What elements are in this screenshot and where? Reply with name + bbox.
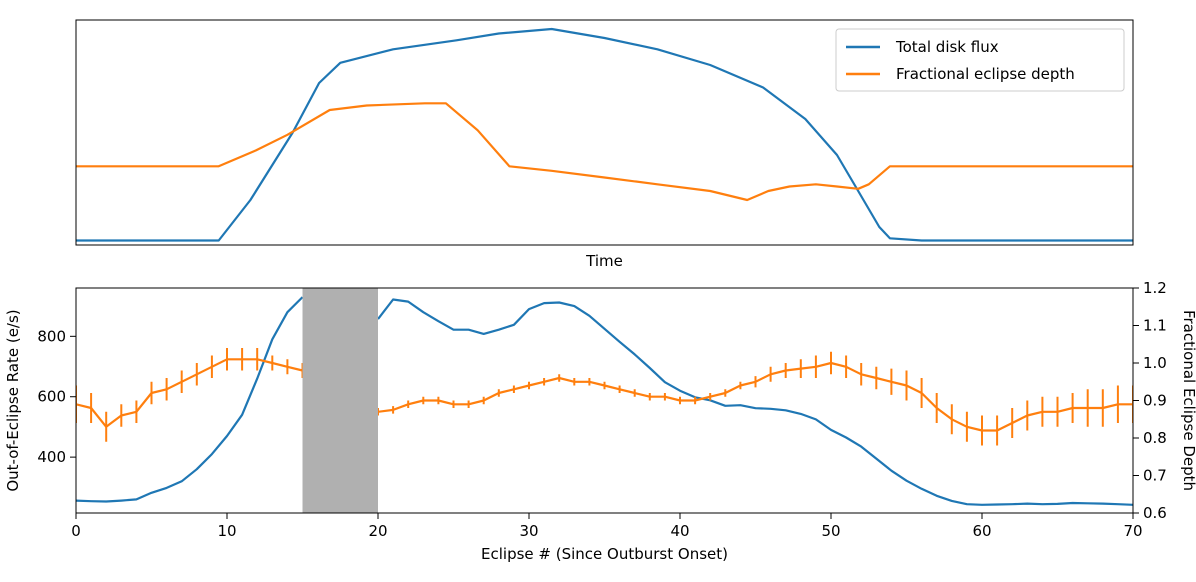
y-tick-label-right: 0.7 — [1143, 467, 1167, 485]
y-tick-label-right: 0.8 — [1143, 429, 1167, 447]
y-tick-label-left: 800 — [37, 327, 66, 345]
x-tick-label: 30 — [519, 522, 538, 540]
x-tick-label: 0 — [71, 522, 81, 540]
x-tick-label: 70 — [1123, 522, 1142, 540]
series-2-line-segment-2 — [377, 361, 1133, 432]
legend-label-1: Total disk flux — [895, 38, 999, 56]
series-2-line-segment-1 — [76, 358, 303, 428]
shaded-region — [302, 288, 378, 513]
y-tick-label-left: 400 — [37, 448, 66, 466]
x-tick-label: 60 — [972, 522, 991, 540]
top-series-line-1 — [76, 27, 1133, 242]
legend-label-2: Fractional eclipse depth — [896, 65, 1075, 83]
y-tick-label-right: 0.6 — [1143, 504, 1167, 522]
y-tick-label-left: 600 — [37, 388, 66, 406]
bottom-plot-area — [76, 296, 1133, 506]
y-tick-label-right: 0.9 — [1143, 392, 1167, 410]
top-legend: Total disk flux Fractional eclipse depth — [835, 28, 1125, 92]
bottom-plot: 0 10 20 30 40 50 60 70 400 600 800 0.6 0.7 0.8 0.9 1.0 1… — [4, 279, 1196, 563]
top-x-axis-label: Time — [585, 252, 623, 270]
x-tick-label: 20 — [368, 522, 387, 540]
x-tick-label: 40 — [670, 522, 689, 540]
top-plot: Time Total disk flux Fractional eclipse de… — [75, 19, 1134, 270]
y-tick-label-right: 1.1 — [1143, 317, 1167, 335]
series-1-line-segment-2 — [377, 298, 1133, 506]
top-series-line-2 — [76, 102, 1133, 202]
y-axis-label-left: Out-of-Eclipse Rate (e/s) — [4, 309, 22, 491]
x-tick-label: 50 — [821, 522, 840, 540]
x-axis-label: Eclipse # (Since Outburst Onset) — [481, 545, 728, 563]
top-plot-frame — [75, 19, 1134, 246]
bottom-plot-frame — [75, 287, 1134, 514]
series-1-line-segment-1 — [76, 296, 304, 503]
y-tick-label-right: 1.0 — [1143, 354, 1167, 372]
legend-box — [835, 28, 1125, 92]
x-tick-label: 10 — [217, 522, 236, 540]
y-axis-label-right: Fractional Eclipse Depth — [1180, 310, 1196, 491]
y-tick-label-right: 1.2 — [1143, 279, 1167, 297]
